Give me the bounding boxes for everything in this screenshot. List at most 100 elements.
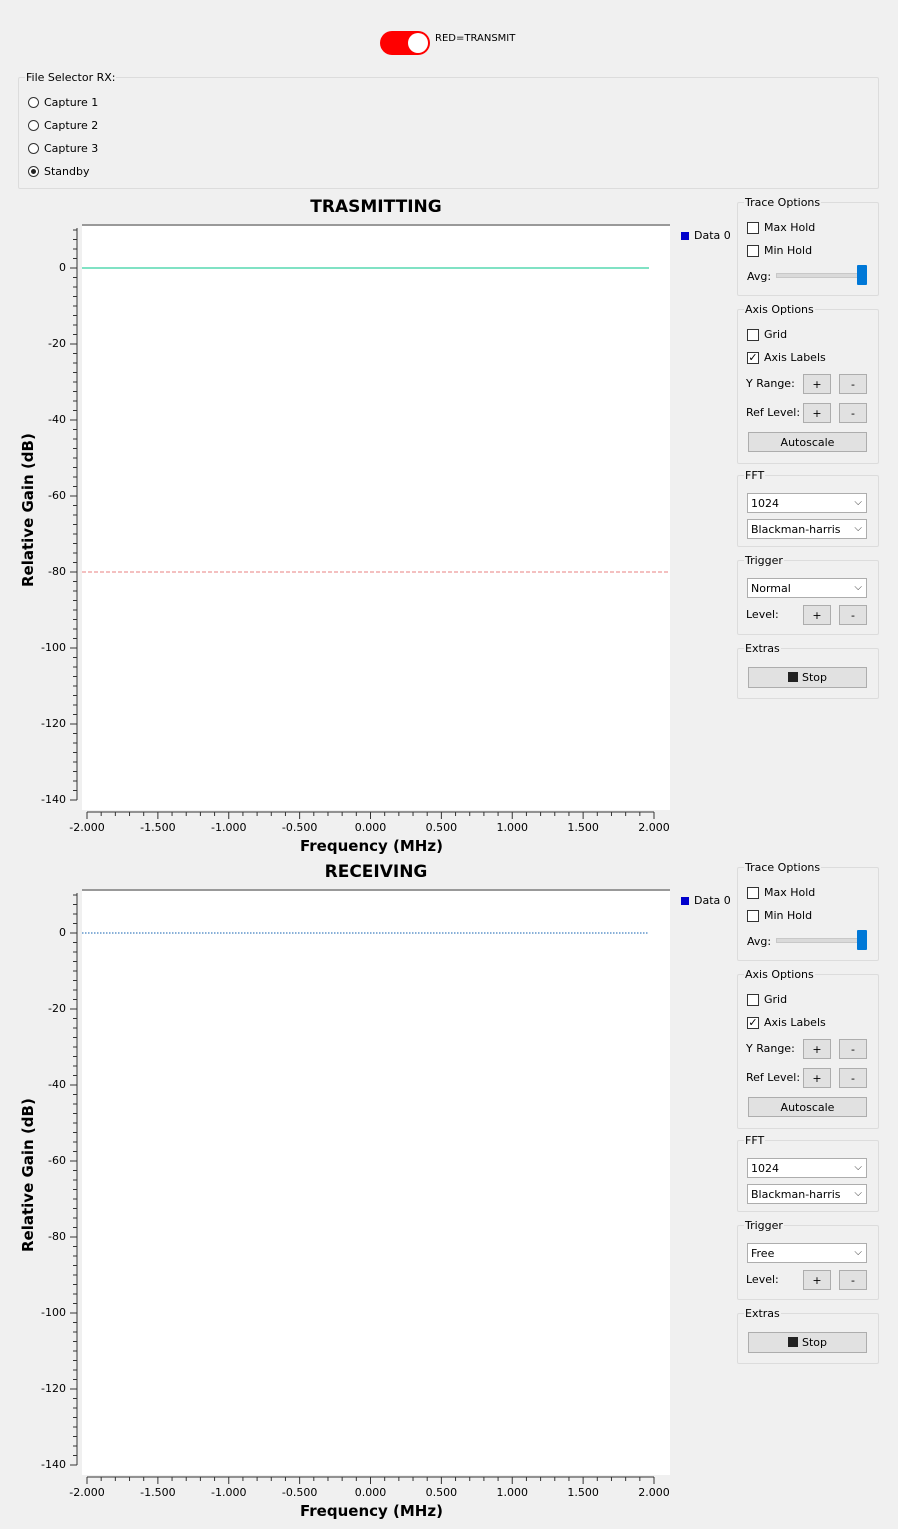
x-axis-label: Frequency (MHz) [300, 1502, 443, 1520]
radio-capture-2[interactable]: Capture 2 [28, 119, 98, 132]
checkbox-label: Min Hold [764, 909, 813, 922]
ref-level-minus-button[interactable]: - [839, 1068, 867, 1088]
checkbox-box[interactable]: ✓ [747, 350, 759, 364]
y-range-plus-button[interactable]: + [803, 1039, 831, 1059]
fft-size-select[interactable]: 1024 ⌵ [747, 1158, 867, 1178]
fft-title: FFT [744, 1134, 766, 1147]
stop-button[interactable]: Stop [748, 667, 867, 688]
x-axis-label: Frequency (MHz) [300, 837, 443, 855]
checkbox-box[interactable] [747, 909, 759, 922]
axis-labels-checkbox[interactable]: ✓ Axis Labels [747, 351, 826, 364]
max-hold-checkbox[interactable]: Max Hold [747, 221, 815, 234]
autoscale-button[interactable]: Autoscale [748, 432, 867, 452]
trigger-level-label: Level: [746, 608, 779, 621]
trigger-mode-select[interactable]: Normal ⌵ [747, 578, 867, 598]
y-tick-label: 0 [59, 261, 66, 274]
toggle-knob [408, 33, 428, 53]
y-tick-label: -140 [41, 1458, 66, 1471]
trace-options-title: Trace Options [744, 196, 822, 209]
checkbox-label: Grid [764, 993, 788, 1006]
checkbox-box[interactable] [747, 221, 759, 234]
grid-checkbox[interactable]: Grid [747, 993, 787, 1006]
y-tick-label: -80 [48, 565, 66, 578]
avg-slider-track[interactable] [776, 273, 866, 278]
x-tick-label: -1.000 [211, 1486, 247, 1499]
y-range-label: Y Range: [746, 1042, 795, 1055]
checkbox-label: Grid [764, 328, 788, 341]
chevron-down-icon: ⌵ [854, 497, 862, 508]
ref-level-plus-button[interactable]: + [803, 1068, 831, 1088]
plot-title: TRASMITTING [310, 197, 442, 217]
checkbox-label: Min Hold [764, 244, 813, 257]
radio-label: Standby [44, 165, 90, 178]
avg-slider-track[interactable] [776, 938, 866, 943]
radio-circle[interactable] [28, 143, 39, 154]
grid-checkbox[interactable]: Grid [747, 328, 787, 341]
radio-standby[interactable]: Standby [28, 165, 89, 178]
min-hold-checkbox[interactable]: Min Hold [747, 244, 812, 257]
radio-circle[interactable] [28, 166, 39, 177]
radio-circle[interactable] [28, 97, 39, 108]
y-tick-label: -120 [41, 1382, 66, 1395]
x-tick-label: 0.500 [425, 1486, 458, 1499]
trigger-level-plus-button[interactable]: + [803, 1270, 831, 1290]
stop-button[interactable]: Stop [748, 1332, 867, 1353]
stop-label: Stop [801, 671, 827, 684]
checkbox-box[interactable] [747, 328, 759, 341]
avg-slider-thumb[interactable] [857, 265, 867, 285]
trigger-mode-select[interactable]: Free ⌵ [747, 1243, 867, 1263]
checkbox-label: Axis Labels [764, 1016, 826, 1029]
x-tick-label: 1.000 [496, 1486, 529, 1499]
max-hold-checkbox[interactable]: Max Hold [747, 886, 815, 899]
avg-slider-thumb[interactable] [857, 930, 867, 950]
trigger-level-minus-button[interactable]: - [839, 605, 867, 625]
y-tick-label: -20 [48, 337, 66, 350]
x-tick-label: -1.500 [140, 1486, 176, 1499]
y-tick-label: -80 [48, 1230, 66, 1243]
chevron-down-icon: ⌵ [854, 523, 862, 534]
y-range-minus-button[interactable]: - [839, 374, 867, 394]
y-tick-label: -100 [41, 1306, 66, 1319]
ref-level-plus-button[interactable]: + [803, 403, 831, 423]
trigger-level-minus-button[interactable]: - [839, 1270, 867, 1290]
checkbox-label: Axis Labels [764, 351, 826, 364]
checkbox-box[interactable] [747, 886, 759, 899]
fft-size-select[interactable]: 1024 ⌵ [747, 493, 867, 513]
axis-labels-checkbox[interactable]: ✓ Axis Labels [747, 1016, 826, 1029]
y-range-minus-button[interactable]: - [839, 1039, 867, 1059]
x-tick-label: -2.000 [69, 821, 105, 834]
radio-label: Capture 2 [44, 119, 99, 132]
trigger-level-plus-button[interactable]: + [803, 605, 831, 625]
min-hold-checkbox[interactable]: Min Hold [747, 909, 812, 922]
stop-label: Stop [801, 1336, 827, 1349]
checkbox-box[interactable] [747, 993, 759, 1006]
ref-level-minus-button[interactable]: - [839, 403, 867, 423]
x-tick-label: 1.500 [567, 1486, 599, 1499]
window-select[interactable]: Blackman-harris ⌵ [747, 1184, 867, 1204]
y-range-plus-button[interactable]: + [803, 374, 831, 394]
radio-capture-3[interactable]: Capture 3 [28, 142, 98, 155]
ref-level-label: Ref Level: [746, 406, 801, 419]
extras-title: Extras [744, 642, 781, 655]
radio-capture-1[interactable]: Capture 1 [28, 96, 98, 109]
trigger-title: Trigger [744, 554, 784, 567]
y-tick-label: 0 [59, 926, 66, 939]
stop-icon [787, 672, 798, 682]
x-tick-label: -1.000 [211, 821, 247, 834]
y-tick-label: -60 [48, 1154, 66, 1167]
checkbox-box[interactable]: ✓ [747, 1015, 759, 1029]
window-select[interactable]: Blackman-harris ⌵ [747, 519, 867, 539]
transmit-toggle[interactable] [380, 31, 430, 55]
checkbox-box[interactable] [747, 244, 759, 257]
axis-options-title: Axis Options [744, 303, 815, 316]
autoscale-button[interactable]: Autoscale [748, 1097, 867, 1117]
radio-circle[interactable] [28, 120, 39, 131]
x-tick-label: 1.000 [496, 821, 529, 834]
legend-swatch [681, 896, 689, 905]
y-tick-label: -140 [41, 793, 66, 806]
plot-canvas [82, 889, 670, 1475]
y-range-label: Y Range: [746, 377, 795, 390]
x-tick-label: 1.500 [567, 821, 599, 834]
y-tick-label: -120 [41, 717, 66, 730]
radio-label: Capture 3 [44, 142, 99, 155]
